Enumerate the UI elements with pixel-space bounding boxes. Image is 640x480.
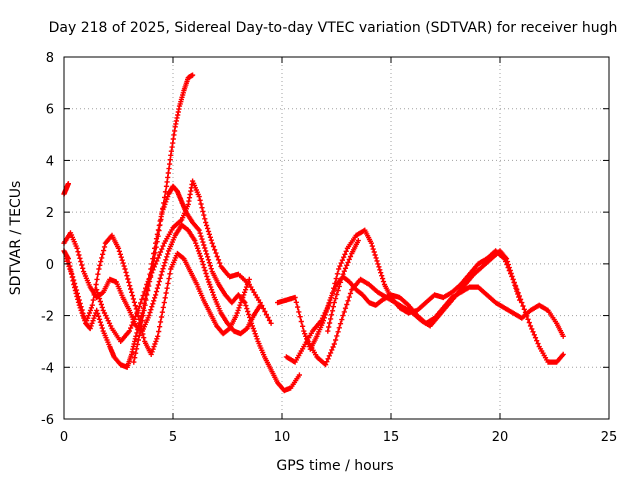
x-tick-label: 15 xyxy=(383,430,400,445)
x-tick-label: 10 xyxy=(274,430,291,445)
y-tick-labels: -6 -4 -2 0 2 4 6 8 xyxy=(41,51,54,428)
plot-frame xyxy=(63,56,610,420)
y-tick-label: 8 xyxy=(46,51,54,66)
axis-ticks xyxy=(63,56,610,420)
y-tick-label: -4 xyxy=(41,361,54,376)
y-tick-label: 6 xyxy=(46,103,54,118)
y-tick-label: 4 xyxy=(46,154,54,169)
y-tick-label: 0 xyxy=(46,258,54,273)
grid-lines xyxy=(64,57,609,419)
y-tick-label: -2 xyxy=(41,310,54,325)
x-tick-label: 0 xyxy=(60,430,68,445)
x-tick-label: 5 xyxy=(169,430,177,445)
y-tick-label: -6 xyxy=(41,413,54,428)
series-markers xyxy=(305,248,523,368)
data-series xyxy=(61,72,566,394)
x-tick-label: 20 xyxy=(492,430,509,445)
x-tick-label: 25 xyxy=(601,430,618,445)
series-markers xyxy=(325,238,361,334)
series-3 xyxy=(63,232,252,357)
series-markers xyxy=(275,274,566,352)
series-9 xyxy=(305,248,523,368)
series-5 xyxy=(131,72,196,365)
series-line xyxy=(277,276,564,350)
y-axis-label: SDTVAR / TECUs xyxy=(8,181,24,296)
series-markers xyxy=(283,227,566,365)
series-markers xyxy=(94,178,274,344)
chart-title: Day 218 of 2025, Sidereal Day-to-day VTE… xyxy=(49,20,618,36)
y-tick-label: 2 xyxy=(46,206,54,221)
series-markers xyxy=(61,181,71,197)
series-7 xyxy=(275,274,566,352)
x-axis-label: GPS time / hours xyxy=(276,458,393,474)
series-8 xyxy=(283,227,566,365)
series-6 xyxy=(94,178,274,344)
series-4 xyxy=(61,181,71,197)
series-markers xyxy=(63,232,252,357)
series-markers xyxy=(131,72,196,365)
x-tick-labels: 0 5 10 15 20 25 xyxy=(60,430,617,445)
series-10 xyxy=(325,238,361,334)
